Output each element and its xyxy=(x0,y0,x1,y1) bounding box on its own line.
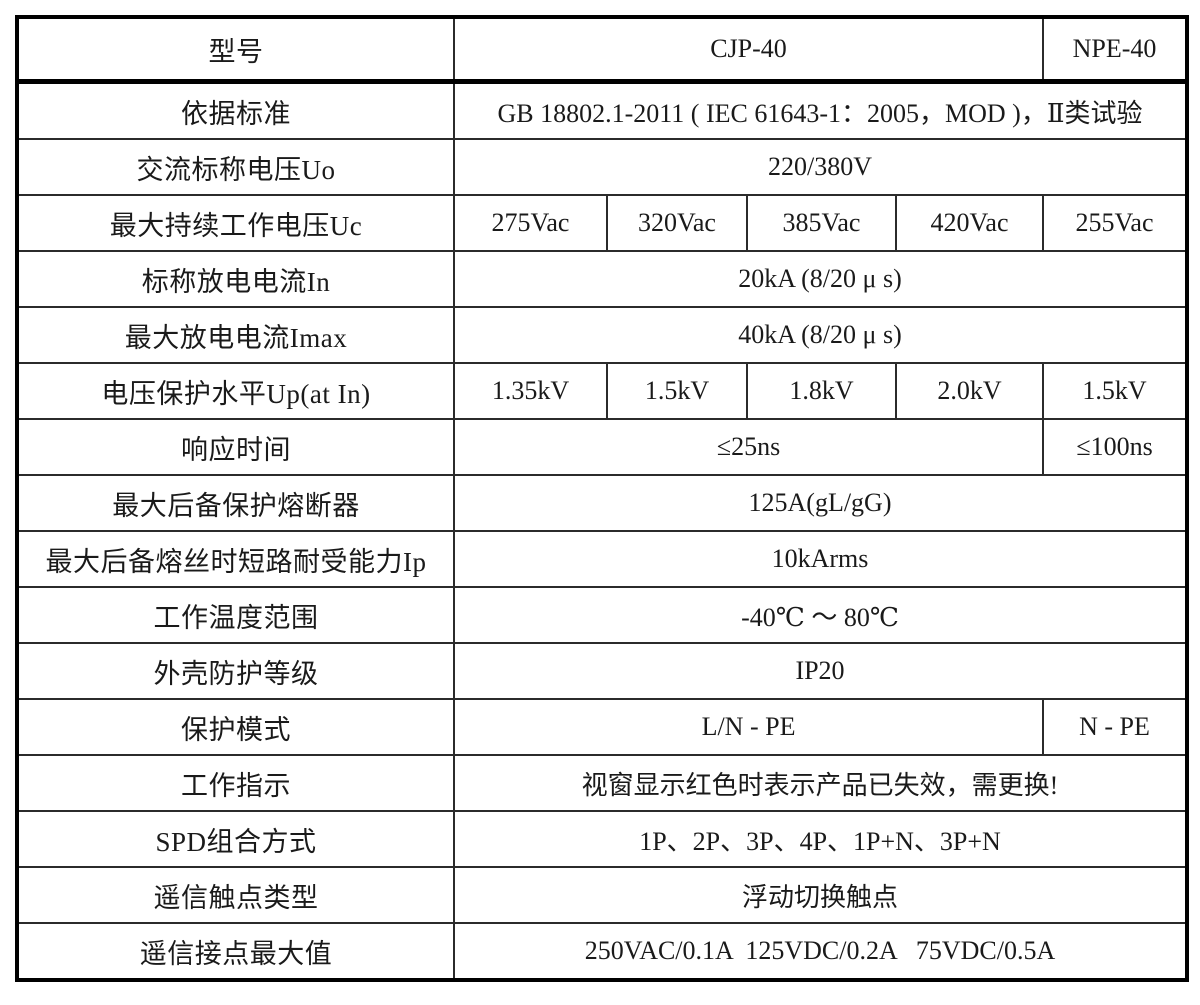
value-cell: CJP-40 xyxy=(452,16,1045,84)
table-row: 工作温度范围 -40℃ ～ 80℃ xyxy=(16,586,1189,644)
value-cell: 385Vac xyxy=(746,194,897,252)
row-label: 最大放电电流Imax xyxy=(16,306,455,364)
row-label: 外壳防护等级 xyxy=(16,642,455,700)
table-row: 工作指示 视窗显示红色时表示产品已失效，需更换! xyxy=(16,754,1189,812)
row-label: 工作指示 xyxy=(16,754,455,812)
row-label: 依据标准 xyxy=(16,80,455,140)
row-label: 最大后备保护熔断器 xyxy=(16,474,455,532)
row-label: 遥信接点最大值 xyxy=(16,922,455,981)
value-cell: L/N - PE xyxy=(452,698,1045,756)
value-cell: 1.8kV xyxy=(746,362,897,420)
value-cell: 1.5kV xyxy=(606,362,748,420)
table-row: 外壳防护等级 IP20 xyxy=(16,642,1189,700)
table-row: 最大放电电流Imax 40kA (8/20 μ s) xyxy=(16,306,1189,364)
row-label: 标称放电电流In xyxy=(16,250,455,308)
row-label: 工作温度范围 xyxy=(16,586,455,644)
value-cell: 10kArms xyxy=(452,530,1189,588)
value-cell: 2.0kV xyxy=(894,362,1045,420)
value-cell: NPE-40 xyxy=(1042,16,1189,84)
value-cell: ≤100ns xyxy=(1042,418,1189,476)
value-cell: 250VAC/0.1A 125VDC/0.2A 75VDC/0.5A xyxy=(452,922,1189,981)
table-row: 遥信接点最大值 250VAC/0.1A 125VDC/0.2A 75VDC/0.5… xyxy=(16,922,1189,981)
table-row: 最大持续工作电压Uc 275Vac 320Vac 385Vac 420Vac 255Vac xyxy=(16,194,1189,252)
table-row: 最大后备保护熔断器 125A(gL/gG) xyxy=(16,474,1189,532)
spec-table-body: 型号 CJP-40 NPE-40 依据标准 GB 18802.1-2011 ( IEC … xyxy=(16,16,1189,981)
value-cell: 125A(gL/gG) xyxy=(452,474,1189,532)
table-row: SPD组合方式 1P、2P、3P、4P、1P+N、3P+N xyxy=(16,810,1189,868)
table-row: 交流标称电压Uo 220/380V xyxy=(16,138,1189,196)
spec-table: 型号 CJP-40 NPE-40 依据标准 GB 18802.1-2011 ( IEC … xyxy=(15,15,1190,982)
value-cell: 20kA (8/20 μ s) xyxy=(452,250,1189,308)
value-cell: 255Vac xyxy=(1042,194,1189,252)
row-label: 交流标称电压Uo xyxy=(16,138,455,196)
table-row: 最大后备熔丝时短路耐受能力Ip 10kArms xyxy=(16,530,1189,588)
table-row: 保护模式 L/N - PE N - PE xyxy=(16,698,1189,756)
row-label: SPD组合方式 xyxy=(16,810,455,868)
value-cell: 1.35kV xyxy=(453,362,608,420)
value-cell: 40kA (8/20 μ s) xyxy=(452,306,1189,364)
row-label: 响应时间 xyxy=(16,418,455,476)
value-cell: 视窗显示红色时表示产品已失效，需更换! xyxy=(452,754,1189,812)
value-cell: IP20 xyxy=(452,642,1189,700)
table-row: 依据标准 GB 18802.1-2011 ( IEC 61643-1：2005，M… xyxy=(16,80,1189,140)
row-label: 最大持续工作电压Uc xyxy=(16,194,455,252)
value-cell: 420Vac xyxy=(894,194,1045,252)
row-label: 最大后备熔丝时短路耐受能力Ip xyxy=(16,530,455,588)
table-row: 响应时间 ≤25ns ≤100ns xyxy=(16,418,1189,476)
value-cell: 1.5kV xyxy=(1042,362,1189,420)
value-cell: N - PE xyxy=(1042,698,1189,756)
value-cell: ≤25ns xyxy=(452,418,1045,476)
table-row: 遥信触点类型 浮动切换触点 xyxy=(16,866,1189,924)
table-row: 标称放电电流In 20kA (8/20 μ s) xyxy=(16,250,1189,308)
value-cell: 220/380V xyxy=(452,138,1189,196)
table-row: 电压保护水平Up(at In) 1.35kV 1.5kV 1.8kV 2.0kV 1.5k… xyxy=(16,362,1189,420)
row-label: 保护模式 xyxy=(16,698,455,756)
row-label: 电压保护水平Up(at In) xyxy=(16,362,455,420)
value-cell: 320Vac xyxy=(606,194,748,252)
value-cell: GB 18802.1-2011 ( IEC 61643-1：2005，MOD )… xyxy=(452,80,1189,140)
row-label: 遥信触点类型 xyxy=(16,866,455,924)
table-row: 型号 CJP-40 NPE-40 xyxy=(16,16,1189,84)
value-cell: 275Vac xyxy=(453,194,608,252)
value-cell: -40℃ ～ 80℃ xyxy=(452,586,1189,644)
value-cell: 1P、2P、3P、4P、1P+N、3P+N xyxy=(452,810,1189,868)
value-cell: 浮动切换触点 xyxy=(452,866,1189,924)
row-label: 型号 xyxy=(16,16,455,84)
